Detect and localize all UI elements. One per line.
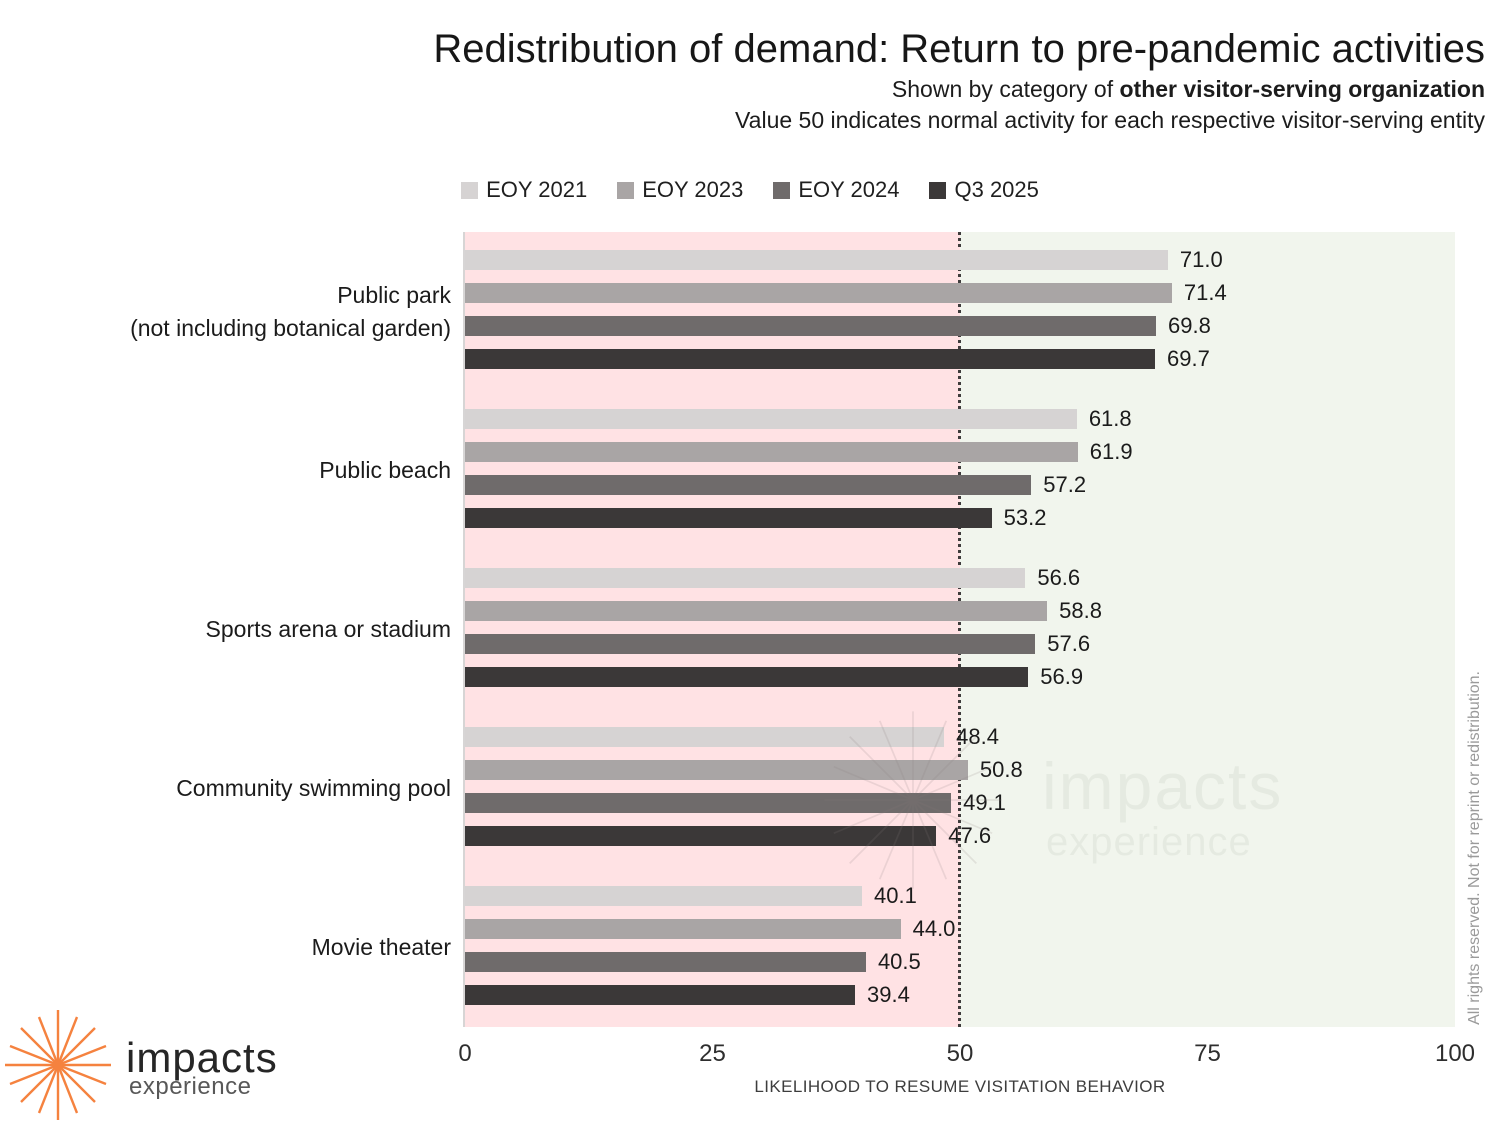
legend-swatch-icon <box>929 181 947 199</box>
legend-item-eoy-2024: EOY 2024 <box>773 177 899 203</box>
legend-label: EOY 2023 <box>642 177 744 202</box>
bar-value-label: 49.1 <box>963 790 1006 815</box>
chart-header: Redistribution of demand: Return to pre-… <box>433 26 1485 134</box>
bar-value-label: 61.9 <box>1089 439 1133 464</box>
bar-eoy-2024 <box>465 316 1157 336</box>
bar-value-label: 50.8 <box>979 757 1023 782</box>
bar-value-label: 53.2 <box>1003 505 1047 530</box>
watermark-impacts-text: impacts <box>1042 749 1284 823</box>
bar-q3-2025 <box>465 826 937 846</box>
bar-value-label: 71.4 <box>1183 280 1227 305</box>
x-tick-label: 0 <box>458 1040 472 1067</box>
bar-eoy-2023 <box>465 601 1048 621</box>
subtitle-bold: other visitor-serving organization <box>1119 76 1486 102</box>
watermark-experience-text: experience <box>1046 820 1252 864</box>
bar-eoy-2024 <box>465 952 866 972</box>
subtitle-prefix: Shown by category of <box>891 76 1120 102</box>
bar-value-label: 39.4 <box>867 982 910 1007</box>
legend-swatch-icon <box>461 181 479 199</box>
subtitle: Shown by category of other visitor-servi… <box>433 75 1485 103</box>
page-title: Redistribution of demand: Return to pre-… <box>433 27 1485 71</box>
bar-eoy-2023 <box>465 283 1172 303</box>
bar-eoy-2024 <box>465 634 1036 654</box>
bar-value-label: 69.8 <box>1168 313 1211 338</box>
bar-q3-2025 <box>465 508 992 528</box>
bar-value-label: 40.1 <box>873 883 917 908</box>
bar-q3-2025 <box>465 667 1029 687</box>
bar-value-label: 57.6 <box>1047 631 1091 656</box>
legend-item-eoy-2023: EOY 2023 <box>617 177 743 203</box>
x-tick-label: 75 <box>1194 1040 1221 1067</box>
bar-value-label: 61.8 <box>1088 406 1132 431</box>
bar-eoy-2021 <box>465 727 945 747</box>
category-label: Public beach <box>319 457 451 484</box>
subtitle-note: Value 50 indicates normal activity for e… <box>735 107 1485 134</box>
bar-eoy-2021 <box>465 250 1168 270</box>
reference-line-50 <box>958 232 961 1027</box>
bar-value-label: 44.0 <box>912 916 956 941</box>
legend-item-q3-2025: Q3 2025 <box>929 177 1039 203</box>
bar-value-label: 58.8 <box>1059 598 1102 623</box>
x-tick-label: 25 <box>699 1040 726 1067</box>
bar-value-label: 48.4 <box>956 724 999 749</box>
impacts-logo-text: impacts <box>126 1034 278 1081</box>
bar-eoy-2023 <box>465 760 968 780</box>
x-tick-label: 50 <box>946 1040 974 1067</box>
x-axis-title: LIKELIHOOD TO RESUME VISITATION BEHAVIOR <box>754 1077 1166 1096</box>
impacts-logo-tagline: experience <box>129 1073 252 1100</box>
watermark-starburst-icon <box>824 711 1002 889</box>
bar-q3-2025 <box>465 349 1156 369</box>
impacts-logo-starburst-icon <box>5 1010 111 1120</box>
bar-eoy-2023 <box>465 442 1078 462</box>
chart-legend: EOY 2021 EOY 2023 EOY 2024 Q3 2025 <box>0 177 1500 203</box>
bar-value-label: 56.6 <box>1037 565 1081 590</box>
bar-value-label: 40.5 <box>877 949 921 974</box>
bar-eoy-2024 <box>465 475 1032 495</box>
bar-q3-2025 <box>465 985 856 1005</box>
bar-value-label: 69.7 <box>1167 346 1210 371</box>
bar-value-label: 57.2 <box>1043 472 1087 497</box>
bar-eoy-2021 <box>465 886 862 906</box>
x-tick-label: 100 <box>1434 1040 1476 1067</box>
category-label: Sports arena or stadium <box>205 616 451 643</box>
legend-label: EOY 2024 <box>798 177 900 202</box>
bar-eoy-2023 <box>465 919 901 939</box>
bar-eoy-2021 <box>465 568 1026 588</box>
category-label: Community swimming pool <box>176 775 451 802</box>
category-label: Public park (not including botanical gar… <box>130 282 451 341</box>
legend-label: Q3 2025 <box>954 177 1039 202</box>
bar-value-label: 56.9 <box>1040 664 1084 689</box>
bar-value-label: 47.6 <box>948 823 992 848</box>
legend-label: EOY 2021 <box>486 177 588 202</box>
legend-swatch-icon <box>617 181 635 199</box>
legend-swatch-icon <box>773 181 791 199</box>
category-label: Movie theater <box>311 934 451 961</box>
bar-eoy-2021 <box>465 409 1077 429</box>
bar-value-label: 71.0 <box>1179 247 1223 272</box>
bar-eoy-2024 <box>465 793 952 813</box>
legend-item-eoy-2021: EOY 2021 <box>461 177 587 203</box>
copyright-note: All rights reserved. Not for reprint or … <box>1466 671 1483 1025</box>
y-axis-line <box>463 232 465 1027</box>
